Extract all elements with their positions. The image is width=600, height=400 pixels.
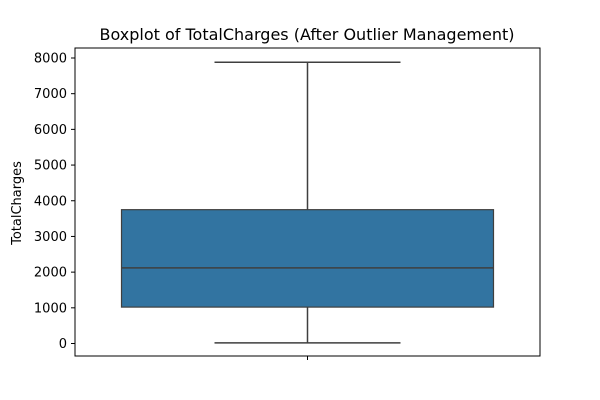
y-tick-label: 3000 — [34, 230, 67, 245]
y-tick-label: 2000 — [34, 266, 67, 281]
chart-title: Boxplot of TotalCharges (After Outlier M… — [100, 25, 515, 44]
y-tick-label: 0 — [59, 337, 67, 352]
y-tick-label: 1000 — [34, 301, 67, 316]
y-tick-label: 4000 — [34, 194, 67, 209]
plot-area: 0 1000 2000 3000 4000 5000 6000 7000 8000 — [34, 47, 541, 360]
y-tick-label: 8000 — [34, 51, 67, 66]
y-tick-label: 5000 — [34, 159, 67, 174]
y-axis-label: TotalCharges — [10, 161, 25, 246]
y-tick-label: 6000 — [34, 123, 67, 138]
y-tick-label: 7000 — [34, 87, 67, 102]
iqr-box — [120, 209, 495, 308]
